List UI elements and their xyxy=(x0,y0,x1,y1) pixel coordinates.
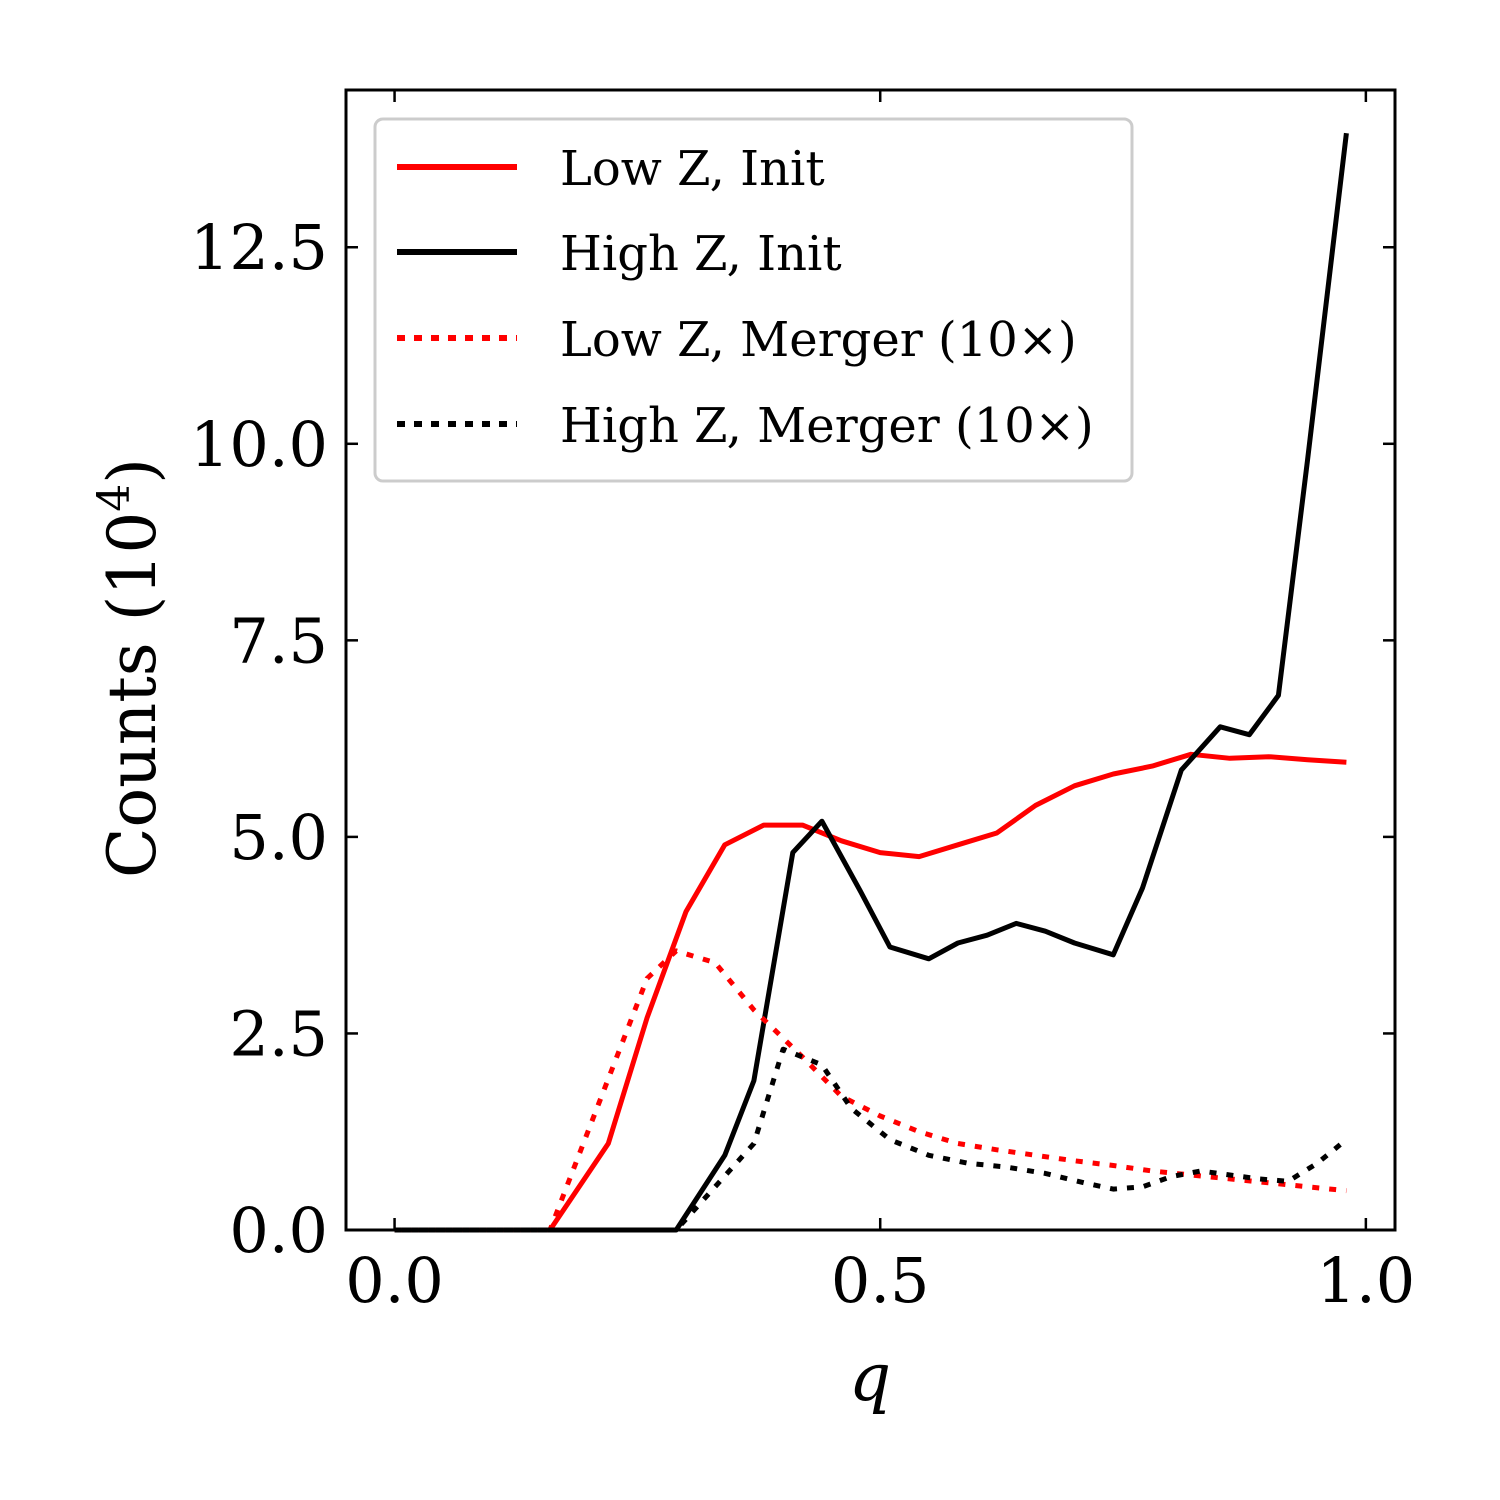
y-tick-label: 2.5 xyxy=(229,997,328,1070)
y-tick-label: 12.5 xyxy=(190,211,328,284)
plot-frame xyxy=(344,88,1397,1232)
y-axis-label-exponent: 4 xyxy=(89,484,140,512)
x-axis-label: q xyxy=(849,1339,891,1416)
y-tick-label: 10.0 xyxy=(190,408,328,481)
legend-label-low-z-merger: Low Z, Merger (10×) xyxy=(560,312,1077,368)
legend: Low Z, Init High Z, Init Low Z, Merger (… xyxy=(373,117,1134,483)
y-axis-label: Counts (104) xyxy=(89,458,171,878)
y-tick-label: 7.5 xyxy=(229,604,328,677)
y-axis-label-close: ) xyxy=(94,458,171,484)
series-line-high-z-init xyxy=(394,132,1349,1233)
series-line-low-z-init xyxy=(394,751,1347,1233)
legend-label-high-z-init: High Z, Init xyxy=(560,226,842,282)
y-tick-label: 5.0 xyxy=(229,801,328,874)
x-tick-label: 0.5 xyxy=(831,1244,930,1317)
y-axis-label-main: Counts (10 xyxy=(94,512,171,878)
series-line-high-z-merger-10 xyxy=(394,1046,1348,1233)
legend-box xyxy=(373,117,1134,483)
legend-label-high-z-merger: High Z, Merger (10×) xyxy=(560,398,1094,454)
x-tick-label: 0.0 xyxy=(345,1244,444,1317)
plot-layer xyxy=(394,132,1349,1233)
x-tick-label: 1.0 xyxy=(1317,1244,1416,1317)
series-line-low-z-merger-10 xyxy=(394,948,1347,1233)
legend-label-low-z-init: Low Z, Init xyxy=(560,141,825,197)
y-tick-label: 0.0 xyxy=(229,1194,328,1267)
ticks-layer: 0.0 0.5 1.0 0.0 2.5 5.0 7.5 10.0 12.5 xyxy=(190,90,1415,1317)
